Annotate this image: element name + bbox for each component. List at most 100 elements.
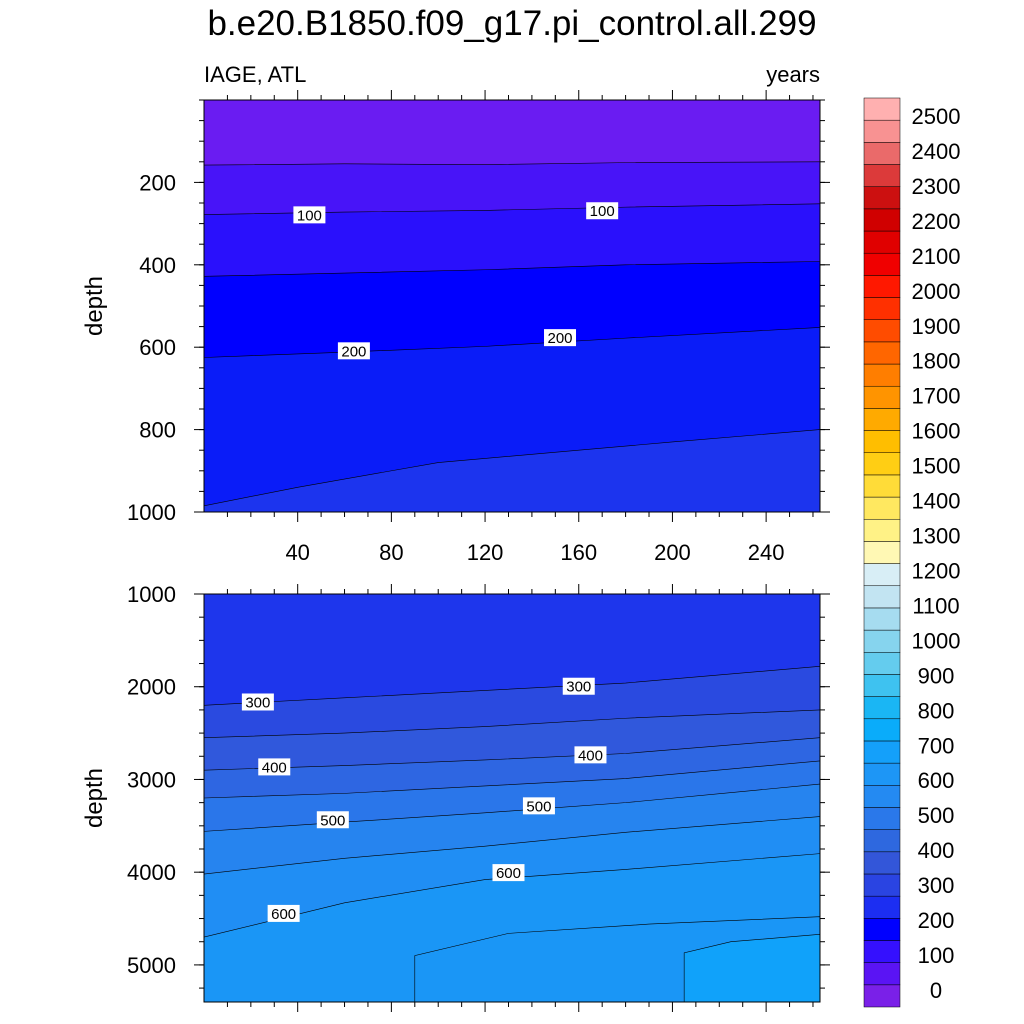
- colorbar: 2500240023002200210020001900180017001600…: [863, 97, 961, 1008]
- chart-title: b.e20.B1850.f09_g17.pi_control.all.299: [207, 4, 817, 43]
- colorbar-label: 200: [918, 908, 955, 933]
- colorbar-box: [863, 607, 901, 631]
- colorbar-box: [863, 385, 901, 409]
- colorbar-box: [863, 341, 901, 365]
- svg-text:400: 400: [262, 759, 287, 776]
- panel-upper: 100 100 200 200 depth 200 400 600 800 1000 40 80 120…: [81, 90, 830, 565]
- colorbar-box: [863, 408, 901, 431]
- colorbar-label: 2400: [912, 139, 961, 164]
- contour-region: [683, 934, 820, 1002]
- colorbar-box: [863, 785, 901, 808]
- contour-band: [204, 429, 820, 512]
- colorbar-box: [863, 563, 901, 587]
- svg-text:200: 200: [547, 330, 572, 347]
- variable-label: IAGE, ATL: [204, 62, 307, 87]
- contour-label: 100: [586, 202, 619, 220]
- colorbar-label: 1300: [912, 524, 961, 549]
- colorbar-box: [863, 895, 901, 919]
- colorbar-label: 1700: [912, 384, 961, 409]
- contour-line: [204, 261, 820, 277]
- svg-text:300: 300: [566, 679, 591, 696]
- contour-label: 500: [522, 797, 555, 815]
- svg-text:500: 500: [526, 798, 551, 815]
- svg-text:300: 300: [245, 694, 270, 711]
- contour-label: 400: [574, 746, 607, 764]
- colorbar-label: 1500: [912, 454, 961, 479]
- panel-lower: 300 300 400 400 500 500 600 600 depth 1000 2000 300…: [81, 582, 830, 1012]
- svg-text:400: 400: [578, 747, 603, 764]
- contour-label: 300: [241, 693, 274, 711]
- contour-label: 600: [267, 904, 300, 923]
- colorbar-box: [863, 230, 901, 254]
- contour-line: [204, 760, 820, 799]
- x-tick-label: 120: [467, 540, 504, 565]
- colorbar-label: 500: [918, 803, 955, 828]
- y-tick-label: 3000: [127, 767, 176, 792]
- colorbar-label: 100: [918, 943, 955, 968]
- contour-line: [204, 666, 820, 706]
- colorbar-box: [863, 984, 901, 1008]
- colorbar-box: [863, 829, 901, 853]
- y-tick-label: 400: [139, 253, 176, 278]
- svg-text:100: 100: [297, 207, 322, 224]
- svg-text:500: 500: [320, 812, 345, 829]
- colorbar-label: 700: [918, 733, 955, 758]
- colorbar-box: [863, 807, 901, 830]
- contour-line: [204, 161, 820, 166]
- y-axis-label: depth: [81, 768, 108, 828]
- colorbar-box: [863, 873, 901, 897]
- colorbar-label: 1000: [912, 628, 961, 653]
- colorbar-box: [863, 940, 901, 963]
- colorbar-box: [863, 851, 901, 875]
- colorbar-box: [863, 97, 901, 121]
- colorbar-box: [863, 142, 901, 165]
- colorbar-box: [863, 762, 901, 786]
- colorbar-label: 0: [930, 978, 942, 1003]
- contour-line: [204, 737, 820, 771]
- colorbar-label: 400: [918, 838, 955, 863]
- colorbar-box: [863, 186, 901, 210]
- colorbar-box: [863, 496, 901, 520]
- colorbar-label: 1400: [912, 489, 961, 514]
- colorbar-box: [863, 541, 901, 564]
- colorbar-box: [863, 962, 901, 986]
- svg-text:100: 100: [590, 203, 615, 220]
- x-tick-label: 160: [560, 540, 597, 565]
- colorbar-label: 1600: [912, 419, 961, 444]
- colorbar-label: 600: [918, 768, 955, 793]
- y-tick-label: 4000: [127, 860, 176, 885]
- colorbar-box: [863, 119, 901, 143]
- contour-label: 300: [562, 677, 595, 696]
- contour-label: 100: [293, 206, 326, 224]
- colorbar-label: 800: [918, 698, 955, 723]
- colorbar-box: [863, 297, 901, 320]
- plot-frame: [203, 593, 821, 1003]
- colorbar-label: 2200: [912, 209, 961, 234]
- contour-line: [204, 783, 820, 832]
- x-tick-label: 40: [285, 540, 309, 565]
- y-tick-label: 2000: [127, 675, 176, 700]
- colorbar-box: [863, 252, 901, 276]
- svg-text:200: 200: [341, 343, 366, 360]
- colorbar-box: [863, 674, 901, 697]
- colorbar-box: [863, 629, 901, 653]
- y-axis-label: depth: [81, 276, 108, 336]
- colorbar-label: 900: [918, 663, 955, 688]
- colorbar-box: [863, 474, 901, 498]
- y-tick-label: 600: [139, 335, 176, 360]
- colorbar-label: 2100: [912, 244, 961, 269]
- colorbar-box: [863, 275, 901, 298]
- units-label: years: [766, 62, 820, 87]
- colorbar-label: 1800: [912, 349, 961, 374]
- colorbar-label: 1100: [912, 593, 959, 618]
- colorbar-box: [863, 363, 901, 387]
- colorbar-box: [863, 452, 901, 476]
- contour-label: 400: [258, 758, 291, 776]
- colorbar-label: 300: [918, 873, 955, 898]
- x-tick-label: 240: [748, 540, 785, 565]
- colorbar-label: 1200: [912, 558, 961, 583]
- colorbar-label: 2000: [912, 279, 961, 304]
- contour-line: [204, 709, 820, 739]
- colorbar-box: [863, 652, 901, 675]
